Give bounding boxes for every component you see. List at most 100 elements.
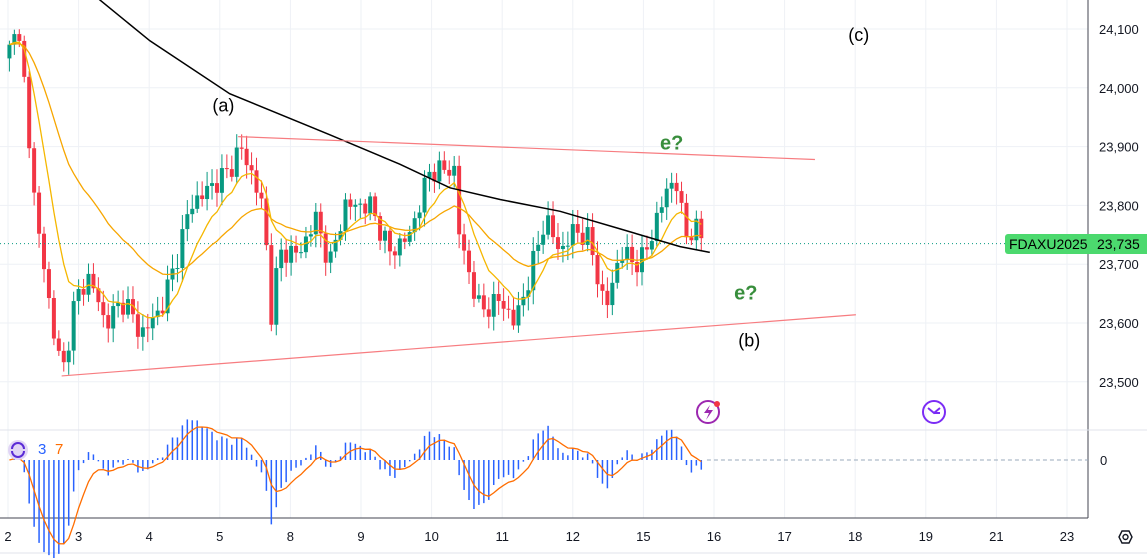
candle-body xyxy=(481,295,486,310)
candle-body xyxy=(328,251,333,263)
candle-body xyxy=(17,34,22,41)
candle-body xyxy=(37,192,42,234)
candle-body xyxy=(244,148,249,166)
candle-body xyxy=(363,203,368,214)
settings-gear-icon[interactable] xyxy=(1118,530,1133,544)
symbol-label: FDAXU2025 xyxy=(1005,234,1092,254)
x-tick-label: 16 xyxy=(707,529,721,544)
candle-body xyxy=(190,208,195,215)
candle-body xyxy=(323,233,328,263)
candle-body xyxy=(81,289,86,295)
candle-body xyxy=(689,237,694,241)
indicator-reload-icon[interactable] xyxy=(8,440,28,460)
candle-body xyxy=(289,245,294,263)
candle-body xyxy=(575,224,580,233)
candle-body xyxy=(12,34,17,45)
candle-body xyxy=(165,279,170,314)
icon-center xyxy=(1122,533,1129,541)
candle-body xyxy=(467,250,472,273)
candle-body xyxy=(664,188,669,208)
candle-body xyxy=(412,218,417,233)
candle-body xyxy=(620,259,625,263)
go-to-realtime-icon[interactable] xyxy=(922,400,946,424)
candle-body xyxy=(501,300,506,309)
candle-body xyxy=(205,185,210,200)
candle-body xyxy=(116,302,121,307)
candle-body xyxy=(457,165,462,235)
candle-body xyxy=(86,273,91,295)
trendline xyxy=(61,314,856,377)
candle-body xyxy=(580,232,585,245)
candle-body xyxy=(521,296,526,306)
candle-body xyxy=(234,147,239,177)
x-tick-label: 12 xyxy=(566,529,580,544)
candle-body xyxy=(76,289,81,302)
candle-body xyxy=(625,246,630,260)
candle-body xyxy=(135,314,140,337)
x-tick-label: 21 xyxy=(989,529,1003,544)
candle-body xyxy=(313,211,318,235)
candle-body xyxy=(91,273,96,289)
candle-body xyxy=(214,183,219,193)
candle-body xyxy=(536,244,541,251)
x-tick-label: 8 xyxy=(287,529,294,544)
candle-body xyxy=(140,327,145,337)
candle-body xyxy=(224,168,229,170)
candle-body xyxy=(348,199,353,207)
candle-body xyxy=(531,250,536,291)
candle-body xyxy=(551,215,556,238)
icon-hex xyxy=(1118,530,1133,544)
candle-body xyxy=(338,231,343,240)
candle-body xyxy=(333,239,338,252)
x-tick-label: 15 xyxy=(636,529,650,544)
candle-body xyxy=(605,290,610,306)
y-tick-label: 24,100 xyxy=(1099,22,1139,37)
candle-body xyxy=(279,249,284,269)
candle-body xyxy=(373,196,378,217)
trendline xyxy=(238,136,815,161)
candle-body xyxy=(308,234,313,237)
candle-body xyxy=(422,177,427,213)
candle-body xyxy=(546,215,551,235)
x-tick-label: 11 xyxy=(495,529,509,544)
wave-e-label: e? xyxy=(660,133,683,155)
candle-body xyxy=(106,315,111,329)
candle-body xyxy=(51,298,56,339)
candle-body xyxy=(486,309,491,317)
wave-e-label: e? xyxy=(734,282,757,304)
x-tick-label: 4 xyxy=(146,529,153,544)
candle-body xyxy=(274,268,279,325)
wave-label: (b) xyxy=(738,331,760,351)
lightning-icon[interactable] xyxy=(696,400,720,424)
candle-body xyxy=(437,160,442,182)
candle-body xyxy=(417,212,422,219)
candle-body xyxy=(600,284,605,291)
x-tick-label: 19 xyxy=(919,529,933,544)
candle-body xyxy=(96,288,101,303)
ma-slow-line xyxy=(9,43,702,276)
candle-body xyxy=(442,160,447,170)
candle-body xyxy=(427,171,432,178)
signal-line xyxy=(9,426,702,545)
candle-body xyxy=(392,251,397,256)
x-tick-label: 5 xyxy=(216,529,223,544)
candle-body xyxy=(397,238,402,256)
candle-body xyxy=(491,293,496,317)
candle-body xyxy=(516,305,521,326)
y-tick-label: 23,800 xyxy=(1099,198,1139,213)
x-tick-label: 17 xyxy=(777,529,791,544)
candle-body xyxy=(249,165,254,171)
y-tick-label: 23,900 xyxy=(1099,140,1139,155)
candle-body xyxy=(284,249,289,263)
x-tick-label: 9 xyxy=(357,529,364,544)
candle-body xyxy=(694,218,699,241)
candle-body xyxy=(254,170,259,193)
candle-body xyxy=(649,241,654,250)
candle-body xyxy=(27,76,32,149)
candle-body xyxy=(585,227,590,245)
candle-body xyxy=(506,308,511,310)
candle-body xyxy=(383,230,388,241)
candle-body xyxy=(654,212,659,242)
candle-body xyxy=(259,192,264,199)
